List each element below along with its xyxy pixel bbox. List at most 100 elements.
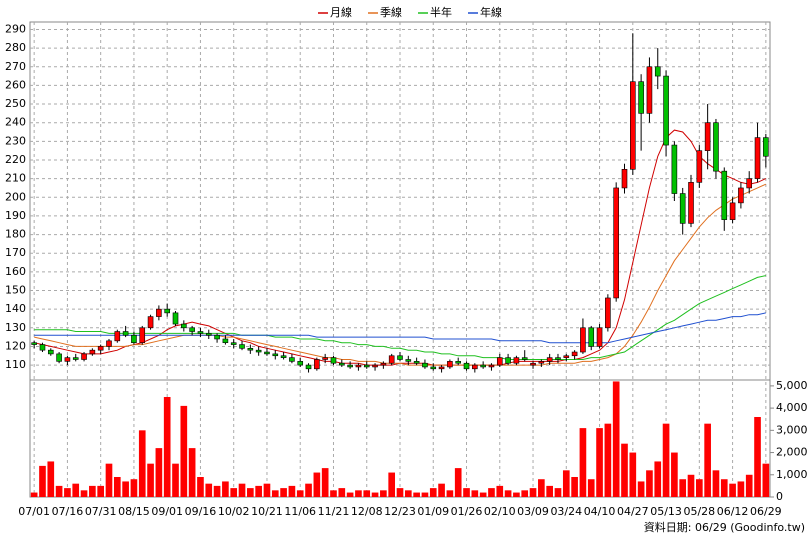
ma-line <box>34 183 767 366</box>
volume-bar <box>172 463 179 497</box>
candle-body <box>197 331 204 334</box>
volume-bar <box>621 443 628 497</box>
candle-body <box>422 362 428 368</box>
candle-body <box>280 355 287 358</box>
candle-body <box>305 364 312 370</box>
candle-body <box>147 316 154 329</box>
volume-bar <box>89 485 96 497</box>
source-note: 資料日期: 06/29 (Goodinfo.tw) <box>644 520 805 534</box>
candle-body <box>230 342 237 345</box>
candle-body <box>555 357 561 360</box>
candle-body <box>605 297 611 329</box>
candle-body <box>729 202 736 220</box>
volume-bar <box>122 481 129 497</box>
candle-body <box>31 342 37 345</box>
volume-bar <box>745 474 753 497</box>
volume-bar <box>305 483 312 497</box>
candle-body <box>314 359 320 370</box>
volume-bar <box>488 488 495 497</box>
volume-bar <box>39 465 46 497</box>
y-tick-label: 200 <box>5 190 26 203</box>
y-tick-label: 170 <box>5 246 26 259</box>
volume-bar <box>380 490 387 497</box>
y-tick-label: 210 <box>5 172 26 185</box>
x-tick-label: 11/21 <box>318 505 350 518</box>
candle-body <box>447 361 453 368</box>
candle-body <box>671 144 678 194</box>
candle-body <box>455 361 462 364</box>
candle-body <box>472 364 478 370</box>
volume-bar <box>737 481 745 497</box>
volume-bar <box>55 485 63 497</box>
volume-bar <box>230 488 238 497</box>
y-tick-label: 260 <box>5 78 26 91</box>
x-tick-label: 08/15 <box>118 505 150 518</box>
candle-body <box>621 169 628 189</box>
candle-body <box>97 346 104 351</box>
x-tick-label: 06/12 <box>717 505 749 518</box>
volume-bar <box>97 485 104 497</box>
volume-bar <box>180 405 188 497</box>
candle-body <box>64 357 71 362</box>
volume-bar <box>72 483 80 497</box>
candle-body <box>338 362 345 366</box>
volume-bar <box>130 479 138 497</box>
candle-body <box>521 357 528 360</box>
candle-body <box>630 81 636 170</box>
y2-tick-label: 0 <box>776 490 783 503</box>
volume-bar <box>712 470 720 497</box>
x-tick-label: 05/28 <box>683 505 715 518</box>
volume-bar <box>47 461 55 497</box>
candle-body <box>405 359 412 362</box>
candle-body <box>638 81 644 114</box>
y2-tick-label: 1,000 <box>776 468 808 481</box>
volume-bar <box>313 472 321 497</box>
volume-bar <box>321 468 329 497</box>
candle-body <box>505 357 511 364</box>
candle-body <box>754 137 761 179</box>
volume-bar <box>521 490 529 497</box>
volume-bar <box>64 488 71 497</box>
volume-bar <box>604 423 612 497</box>
volume-bar <box>147 463 154 497</box>
candle-body <box>513 357 520 364</box>
candle-body <box>546 357 553 362</box>
volume-bar <box>263 483 271 497</box>
volume-bar <box>205 483 213 497</box>
volume-bar <box>479 492 487 497</box>
volume-bar <box>255 485 262 497</box>
volume-bar <box>504 490 512 497</box>
y2-tick-label: 2,000 <box>776 446 808 459</box>
x-tick-label: 04/27 <box>617 505 649 518</box>
volume-bar <box>338 488 346 497</box>
candle-body <box>114 331 121 342</box>
volume-bar <box>571 477 578 497</box>
volume-bar <box>454 468 462 497</box>
volume-bar <box>296 490 304 497</box>
x-tick-label: 02/10 <box>484 505 516 518</box>
volume-bar <box>596 428 603 497</box>
volume-bar <box>388 472 396 497</box>
candle-body <box>189 327 195 332</box>
candle-body <box>330 357 337 364</box>
candle-body <box>39 344 46 351</box>
candle-body <box>372 364 378 368</box>
y-tick-label: 150 <box>5 284 26 297</box>
y-tick-label: 120 <box>5 339 26 352</box>
y-tick-label: 180 <box>5 228 26 241</box>
candle-body <box>239 344 245 349</box>
candle-body <box>413 361 420 364</box>
candle-body <box>89 349 96 355</box>
candle-body <box>538 361 545 364</box>
candle-body <box>272 353 279 357</box>
volume-bar <box>662 423 670 497</box>
volume-bar <box>538 479 545 497</box>
y-tick-label: 130 <box>5 321 26 334</box>
candle-body <box>355 364 362 368</box>
candle-body <box>164 308 170 314</box>
volume-bar <box>687 474 695 497</box>
y-tick-label: 290 <box>5 22 26 35</box>
candle-body <box>463 362 470 370</box>
volume-bar <box>371 492 379 497</box>
